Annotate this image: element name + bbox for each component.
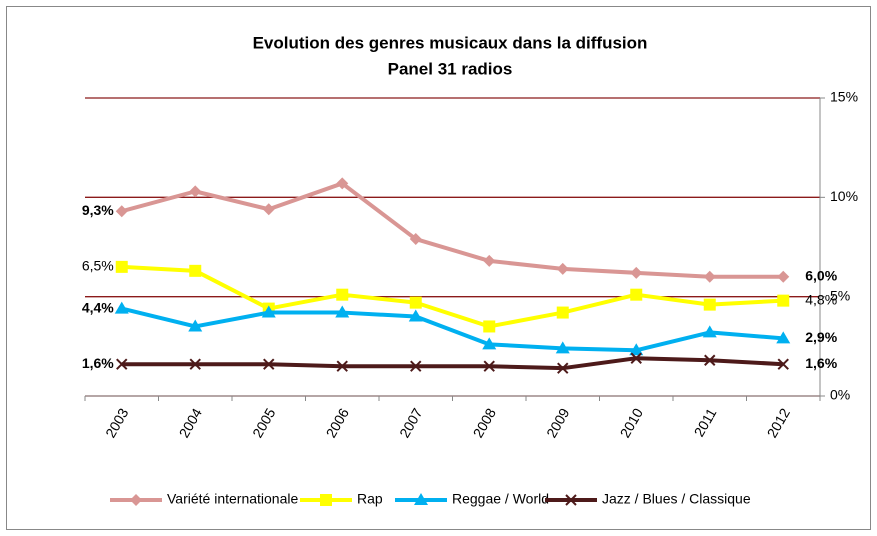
marker	[556, 306, 569, 319]
marker	[703, 270, 716, 283]
data-label: 4,4%	[82, 299, 114, 315]
data-label: 6,0%	[805, 268, 837, 284]
marker	[115, 205, 128, 218]
legend-label: Rap	[357, 491, 383, 507]
series-line	[121, 264, 784, 329]
series	[115, 177, 790, 283]
data-label: 9,3%	[82, 202, 114, 218]
marker	[116, 358, 128, 370]
marker	[188, 319, 203, 332]
marker	[336, 177, 349, 190]
marker	[777, 358, 789, 370]
marker	[115, 260, 128, 273]
marker	[629, 343, 644, 356]
marker	[335, 305, 350, 318]
series-line	[121, 356, 784, 371]
marker	[261, 305, 276, 318]
marker	[483, 254, 496, 267]
series-line	[121, 181, 784, 279]
legend-label: Jazz / Blues / Classique	[602, 491, 751, 507]
marker	[189, 185, 202, 198]
legend-label: Variété internationale	[167, 491, 298, 507]
y-tick-label: 0%	[830, 387, 850, 403]
data-label: 1,6%	[82, 355, 114, 371]
marker	[408, 309, 423, 322]
marker	[263, 358, 275, 370]
series-line	[121, 306, 784, 353]
marker	[704, 354, 716, 366]
marker	[557, 362, 569, 374]
marker	[630, 288, 643, 301]
y-tick-label: 5%	[830, 287, 850, 303]
marker	[336, 288, 349, 301]
marker	[565, 494, 577, 506]
chart-subtitle: Panel 31 radios	[388, 59, 513, 78]
marker	[776, 331, 791, 344]
marker	[555, 341, 570, 354]
marker	[409, 233, 422, 246]
marker	[409, 296, 422, 309]
marker	[777, 270, 790, 283]
series	[115, 260, 790, 333]
marker	[630, 266, 643, 279]
chart-title: Evolution des genres musicaux dans la di…	[253, 33, 648, 52]
data-label: 6,5%	[82, 258, 114, 274]
marker	[189, 358, 201, 370]
series	[116, 352, 789, 374]
data-label: 1,6%	[805, 355, 837, 371]
marker	[114, 301, 129, 314]
series	[114, 301, 791, 356]
marker	[483, 360, 495, 372]
marker	[702, 325, 717, 338]
marker	[556, 262, 569, 275]
legend-label: Reggae / World	[452, 491, 549, 507]
marker	[703, 298, 716, 311]
data-label: 4,8%	[805, 291, 837, 307]
marker	[414, 493, 428, 505]
marker	[630, 352, 642, 364]
marker	[320, 494, 332, 506]
marker	[777, 294, 790, 307]
marker	[336, 360, 348, 372]
marker	[130, 494, 142, 506]
y-tick-label: 15%	[830, 89, 858, 105]
data-label: 2,9%	[805, 329, 837, 345]
y-tick-label: 10%	[830, 188, 858, 204]
marker	[410, 360, 422, 372]
marker	[189, 264, 202, 277]
marker	[262, 203, 275, 216]
marker	[483, 320, 496, 333]
marker	[482, 337, 497, 350]
